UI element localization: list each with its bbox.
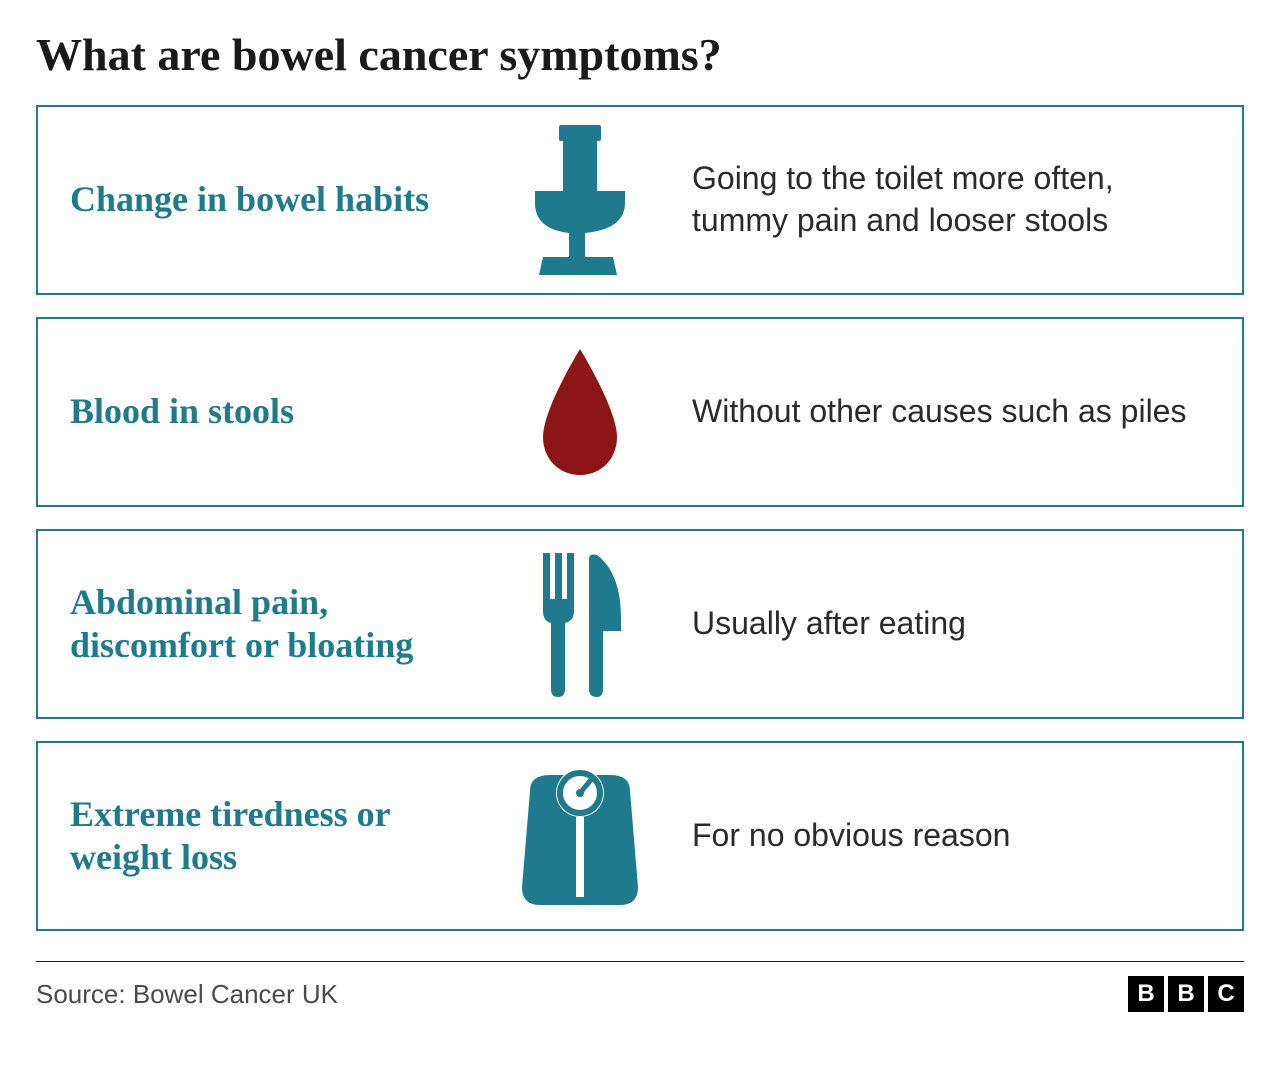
symptom-description: Going to the toilet more often, tummy pa…: [660, 158, 1210, 241]
page-title: What are bowel cancer symptoms?: [36, 28, 1244, 81]
symptom-card: Abdominal pain, discomfort or bloating U…: [36, 529, 1244, 719]
bbc-logo-letter: C: [1208, 976, 1244, 1012]
source-label: Source: Bowel Cancer UK: [36, 979, 338, 1010]
footer: Source: Bowel Cancer UK B B C: [36, 961, 1244, 1012]
scale-icon: [500, 761, 660, 911]
blood-drop-icon: [500, 347, 660, 477]
symptom-card: Extreme tiredness or weight loss For no …: [36, 741, 1244, 931]
bbc-logo-letter: B: [1128, 976, 1164, 1012]
symptom-heading: Change in bowel habits: [70, 178, 500, 221]
symptom-description: For no obvious reason: [660, 815, 1210, 857]
symptom-heading: Blood in stools: [70, 390, 500, 433]
bbc-logo: B B C: [1128, 976, 1244, 1012]
bbc-logo-letter: B: [1168, 976, 1204, 1012]
symptom-cards-container: Change in bowel habits Going to the toil…: [36, 105, 1244, 931]
symptom-heading: Abdominal pain, discomfort or bloating: [70, 581, 500, 667]
symptom-card: Blood in stools Without other causes suc…: [36, 317, 1244, 507]
symptom-description: Usually after eating: [660, 603, 1210, 645]
symptom-heading: Extreme tiredness or weight loss: [70, 793, 500, 879]
symptom-description: Without other causes such as piles: [660, 391, 1210, 433]
toilet-icon: [500, 125, 660, 275]
symptom-card: Change in bowel habits Going to the toil…: [36, 105, 1244, 295]
cutlery-icon: [500, 549, 660, 699]
